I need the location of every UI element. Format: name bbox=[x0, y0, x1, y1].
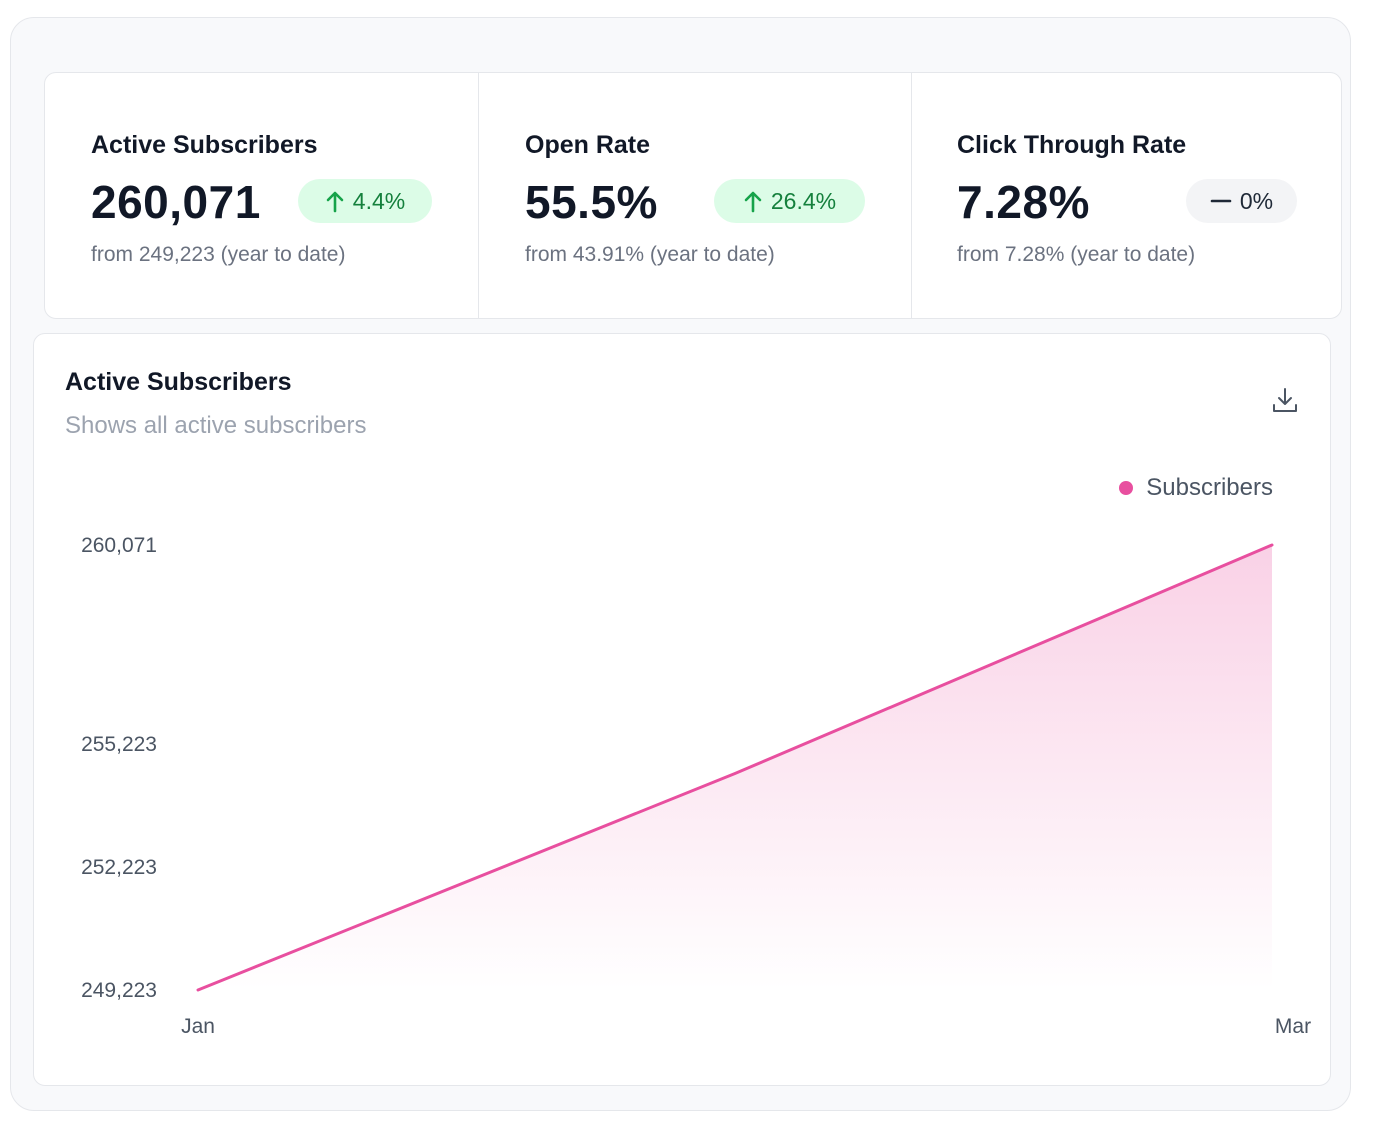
x-tick-label: Jan bbox=[181, 1015, 215, 1038]
download-icon bbox=[1271, 386, 1299, 419]
stat-value: 55.5% bbox=[525, 176, 658, 228]
stat-card-open-rate: Open Rate 55.5% 26.4% from 43.91% (year … bbox=[478, 73, 911, 318]
download-button[interactable] bbox=[1268, 385, 1302, 419]
legend-swatch bbox=[1119, 481, 1134, 495]
stat-change-badge: 26.4% bbox=[714, 179, 865, 223]
stat-comparison: from 249,223 (year to date) bbox=[91, 243, 346, 266]
y-tick-label: 260,071 bbox=[81, 534, 157, 557]
minus-icon bbox=[1210, 189, 1232, 213]
stat-label: Open Rate bbox=[525, 131, 651, 159]
stat-comparison: from 7.28% (year to date) bbox=[957, 243, 1196, 266]
stat-card-click-through-rate: Click Through Rate 7.28% 0% from 7.28% (… bbox=[911, 73, 1341, 318]
stat-change-value: 0% bbox=[1239, 187, 1274, 214]
chart-title: Active Subscribers bbox=[65, 368, 292, 396]
series-line-subscribers bbox=[196, 543, 1274, 992]
y-tick-label: 255,223 bbox=[81, 733, 157, 756]
plot-area bbox=[196, 543, 1274, 992]
stat-change-value: 26.4% bbox=[770, 187, 837, 214]
arrow-up-icon bbox=[325, 189, 345, 213]
stat-card-active-subscribers: Active Subscribers 260,071 4.4% from 249… bbox=[45, 73, 478, 318]
x-tick-label: Mar bbox=[1275, 1015, 1311, 1038]
stat-value: 260,071 bbox=[91, 176, 261, 228]
stat-comparison: from 43.91% (year to date) bbox=[525, 243, 775, 266]
stats-row: Active Subscribers 260,071 4.4% from 249… bbox=[44, 72, 1342, 319]
stat-label: Active Subscribers bbox=[91, 131, 318, 159]
chart-legend: Subscribers bbox=[1119, 474, 1273, 502]
chart-subtitle: Shows all active subscribers bbox=[65, 412, 367, 439]
y-tick-label: 252,223 bbox=[81, 856, 157, 879]
arrow-up-icon bbox=[743, 189, 763, 213]
chart-card: Active Subscribers Shows all active subs… bbox=[33, 333, 1331, 1086]
stat-label: Click Through Rate bbox=[957, 131, 1187, 159]
y-tick-label: 249,223 bbox=[81, 979, 157, 1002]
legend-label: Subscribers bbox=[1146, 474, 1273, 501]
area-chart: 249,223 252,223 255,223 260,071 Jan Mar bbox=[81, 534, 1311, 1038]
stat-change-badge: 0% bbox=[1186, 179, 1297, 223]
stat-change-badge: 4.4% bbox=[298, 179, 432, 223]
y-axis: 249,223 252,223 255,223 260,071 bbox=[81, 534, 157, 1002]
stat-value: 7.28% bbox=[957, 176, 1090, 228]
x-axis: Jan Mar bbox=[181, 1015, 1311, 1038]
stat-change-value: 4.4% bbox=[352, 187, 406, 214]
series-area-subscribers bbox=[198, 545, 1272, 990]
